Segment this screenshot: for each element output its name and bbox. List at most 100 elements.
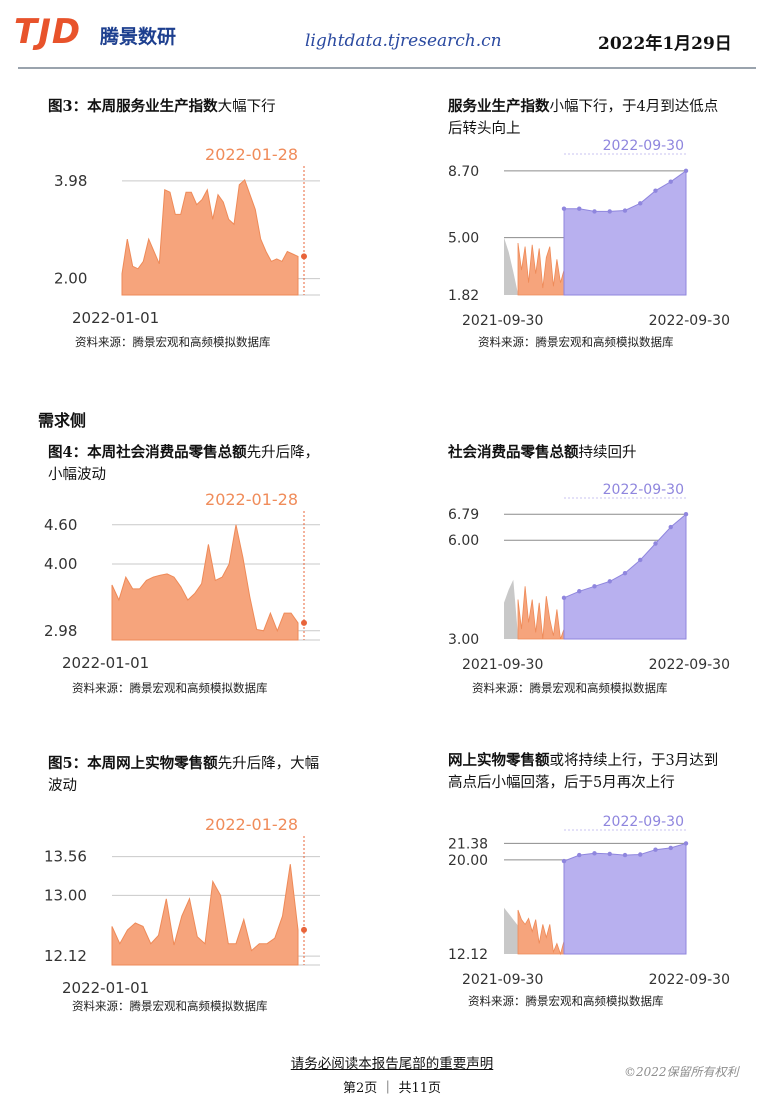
- figure-services-forecast-title-suffix: 小幅下行，于4月到达低点后转头向上: [448, 99, 719, 137]
- figure-5-title-prefix: 图5：本周: [48, 755, 117, 772]
- figure-services-forecast-source: 资料来源：腾景宏观和高频模拟数据库: [478, 335, 674, 349]
- figure-4-title-prefix: 图4：本周: [48, 444, 117, 461]
- date-marker-dot: [301, 619, 307, 626]
- figure-4-chart: 4.60 4.00 2.98 2022-01-28 2022-01-01: [44, 490, 320, 672]
- x-tick-label: 2022-01-01: [62, 654, 149, 672]
- forecast-point: [577, 206, 582, 211]
- y-tick-label: 2.98: [44, 622, 77, 640]
- y-tick-label: 4.60: [44, 516, 77, 534]
- history-orange-area: [517, 909, 565, 956]
- y-tick-label: 8.70: [448, 164, 479, 180]
- header-divider: [18, 67, 756, 69]
- date-marker-label: 2022-09-30: [603, 138, 684, 154]
- y-tick-label: 6.00: [448, 533, 479, 549]
- x-tick-label-end: 2022-09-30: [649, 657, 730, 673]
- figure-services-forecast-chart: 8.70 5.00 1.82 2022-09-30 2021-09-30 2022-09-…: [448, 138, 730, 329]
- forecast-point: [638, 852, 643, 857]
- footer-notice: 请务必阅读本报告尾部的重要声明: [0, 1052, 784, 1072]
- date-marker-label: 2022-09-30: [603, 482, 684, 498]
- date-marker-label: 2022-01-28: [205, 145, 298, 164]
- forecast-point: [683, 841, 689, 846]
- footer-notice-text[interactable]: 请务必阅读本报告尾部的重要声明: [290, 1056, 494, 1072]
- date-marker-label: 2022-01-28: [205, 815, 298, 834]
- y-tick-label: 3.98: [54, 172, 87, 190]
- forecast-point: [561, 206, 567, 211]
- forecast-point: [683, 168, 689, 174]
- y-tick-label: 12.12: [44, 947, 87, 965]
- figure-5-title-bold: 网上实物零售额: [116, 755, 218, 772]
- figure-3-title-prefix: 图3：本周: [48, 98, 117, 115]
- figure-services-forecast-title-bold: 服务业生产指数: [448, 98, 550, 115]
- figure-3-title-suffix: 大幅下行: [217, 99, 276, 115]
- brand-name: 腾景数研: [100, 26, 177, 48]
- x-tick-label: 2022-01-01: [72, 309, 159, 327]
- y-tick-label: 13.00: [44, 886, 87, 904]
- figure-5-title-suffix: 先升后降，大幅波动: [48, 756, 320, 794]
- figure-4-source: 资料来源：腾景宏观和高频模拟数据库: [72, 681, 268, 695]
- y-tick-label: 5.00: [448, 231, 479, 247]
- forecast-point: [592, 209, 597, 214]
- figure-online-forecast-title-suffix: 或将持续上行，于3月达到高点后小幅回落，后于5月再次上行: [448, 753, 719, 791]
- date-marker-dot: [301, 926, 307, 933]
- forecast-point: [653, 188, 658, 193]
- x-tick-label-end: 2022-09-30: [649, 972, 730, 988]
- y-tick-label: 2.00: [54, 270, 87, 288]
- forecast-point: [561, 858, 567, 864]
- area-series: [111, 524, 299, 641]
- figure-3-source: 资料来源：腾景宏观和高频模拟数据库: [75, 335, 271, 349]
- forecast-point: [561, 595, 567, 601]
- date-marker-label: 2022-09-30: [603, 814, 684, 830]
- forecast-point: [577, 852, 582, 858]
- y-tick-label: 1.82: [448, 288, 479, 304]
- forecast-point: [638, 201, 643, 206]
- tjd-logo: TJD: [14, 12, 82, 52]
- figure-5-source: 资料来源：腾景宏观和高频模拟数据库: [72, 999, 268, 1013]
- figure-retail-forecast-title-bold: 社会消费品零售总额: [448, 444, 579, 461]
- area-series: [121, 179, 299, 296]
- forecast-point: [668, 845, 673, 851]
- date-marker-dot: [301, 253, 307, 260]
- figure-4-title-bold: 社会消费品零售总额: [116, 444, 247, 461]
- history-orange-area: [517, 586, 565, 640]
- history-gray-area: [504, 237, 518, 295]
- forecast-point: [638, 557, 643, 563]
- figure-services-forecast-title: 服务业生产指数小幅下行，于4月到达低点后转头向上: [448, 96, 723, 140]
- x-tick-label-start: 2021-09-30: [462, 657, 543, 673]
- figure-3-title: 图3：本周服务业生产指数大幅下行: [48, 96, 348, 118]
- figure-retail-forecast-title: 社会消费品零售总额持续回升: [448, 442, 723, 464]
- figure-online-forecast-source: 资料来源：腾景宏观和高频模拟数据库: [468, 994, 664, 1008]
- figure-5-chart: 13.56 13.00 12.12 2022-01-28 2022-01-01: [44, 815, 320, 997]
- forecast-point: [607, 851, 612, 857]
- forecast-point: [653, 847, 658, 852]
- copyright: ©2022保留所有权利: [624, 1065, 739, 1079]
- figure-retail-forecast-title-suffix: 持续回升: [578, 445, 637, 461]
- area-series: [111, 864, 299, 966]
- y-tick-label: 12.12: [448, 947, 488, 963]
- figure-4-title-suffix: 先升后降，小幅波动: [48, 445, 320, 483]
- figure-4-title: 图4：本周社会消费品零售总额先升后降，小幅波动: [48, 442, 323, 486]
- y-tick-label: 4.00: [44, 555, 77, 573]
- figure-3-chart: 3.98 2.00 2022-01-28 2022-01-01: [54, 145, 320, 327]
- forecast-point: [592, 584, 597, 589]
- forecast-point: [653, 541, 658, 546]
- section-demand-heading: 需求侧: [38, 411, 87, 430]
- x-tick-label: 2022-01-01: [62, 979, 149, 997]
- figure-retail-forecast-source: 资料来源：腾景宏观和高频模拟数据库: [472, 681, 668, 695]
- forecast-point: [668, 179, 673, 184]
- forecast-point: [668, 524, 673, 530]
- date-marker-label: 2022-01-28: [205, 490, 298, 509]
- figure-5-title: 图5：本周网上实物零售额先升后降，大幅波动: [48, 753, 323, 797]
- figure-online-forecast-title-bold: 网上实物零售额: [448, 752, 550, 769]
- x-tick-label-end: 2022-09-30: [649, 313, 730, 329]
- forecast-point: [577, 589, 582, 594]
- figure-online-forecast-title: 网上实物零售额或将持续上行，于3月达到高点后小幅回落，后于5月再次上行: [448, 750, 723, 794]
- forecast-point: [607, 209, 612, 214]
- forecast-point: [622, 208, 628, 213]
- figure-3-title-bold: 服务业生产指数: [116, 98, 218, 115]
- figure-retail-forecast-chart: 6.79 6.00 3.00 2022-09-30 2021-09-30 2022-09-…: [448, 482, 730, 673]
- history-gray-area: [504, 579, 518, 639]
- site-url[interactable]: lightdata.tjresearch.cn: [305, 31, 502, 51]
- x-tick-label-start: 2021-09-30: [462, 972, 543, 988]
- page-number: 第2页 ｜ 共11页: [342, 1081, 442, 1096]
